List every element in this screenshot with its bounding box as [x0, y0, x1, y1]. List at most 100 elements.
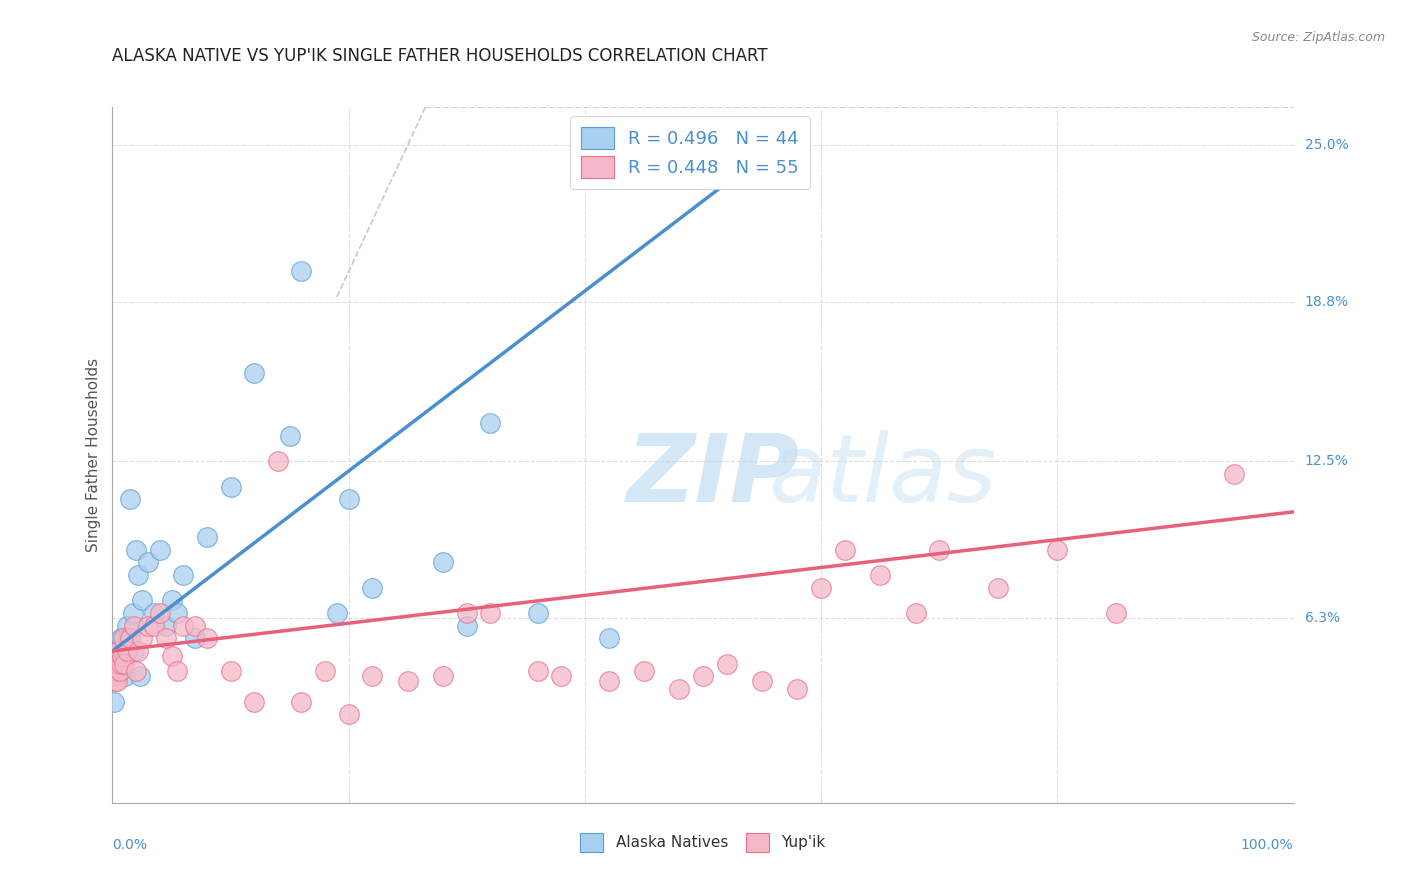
Point [172, 568, 194, 582]
Text: atlas: atlas [768, 430, 997, 521]
Point [107, 657, 129, 671]
Text: Source: ZipAtlas.com: Source: ZipAtlas.com [1251, 31, 1385, 45]
Point [131, 593, 153, 607]
Point [184, 632, 207, 646]
Text: 6.3%: 6.3% [1305, 611, 1340, 625]
Point [105, 657, 128, 671]
Point [142, 606, 165, 620]
Point [716, 657, 738, 671]
Point [107, 644, 129, 658]
Point [122, 644, 145, 658]
Point [432, 556, 454, 570]
Point [166, 606, 188, 620]
Point [110, 657, 132, 671]
Point [184, 618, 207, 632]
Point [396, 674, 419, 689]
Point [219, 479, 242, 493]
Point [166, 665, 188, 679]
Point [107, 665, 129, 679]
Point [160, 648, 183, 663]
Point [1105, 606, 1128, 620]
Point [456, 606, 478, 620]
Point [869, 568, 891, 582]
Point [479, 606, 502, 620]
Point [112, 657, 135, 671]
Point [1046, 542, 1069, 557]
Text: 25.0%: 25.0% [1305, 138, 1348, 152]
Point [526, 665, 548, 679]
Point [267, 454, 290, 468]
Point [105, 674, 128, 689]
Point [160, 593, 183, 607]
Text: 100.0%: 100.0% [1241, 838, 1294, 852]
Point [104, 674, 127, 689]
Point [751, 674, 773, 689]
Point [103, 669, 125, 683]
Point [928, 542, 950, 557]
Point [598, 632, 620, 646]
Point [128, 669, 150, 683]
Point [136, 556, 159, 570]
Point [105, 665, 128, 679]
Point [526, 606, 548, 620]
Point [107, 644, 129, 658]
Point [127, 568, 149, 582]
Point [243, 366, 266, 380]
Point [105, 657, 128, 671]
Point [112, 632, 135, 646]
Point [692, 669, 714, 683]
Point [361, 669, 384, 683]
Point [361, 581, 384, 595]
Point [131, 632, 153, 646]
Point [1223, 467, 1246, 481]
Point [479, 417, 502, 431]
Point [290, 264, 312, 278]
Text: 0.0%: 0.0% [112, 838, 148, 852]
Point [337, 707, 360, 722]
Point [104, 665, 127, 679]
Point [598, 674, 620, 689]
Point [195, 632, 218, 646]
Point [810, 581, 832, 595]
Point [456, 618, 478, 632]
Point [550, 669, 572, 683]
Point [120, 492, 142, 507]
Point [114, 669, 136, 683]
Point [117, 632, 139, 646]
Text: 12.5%: 12.5% [1305, 454, 1348, 468]
Point [668, 681, 690, 696]
Point [326, 606, 349, 620]
Point [105, 648, 128, 663]
Point [155, 618, 177, 632]
Point [834, 542, 856, 557]
Point [219, 665, 242, 679]
Legend: Alaska Natives, Yup'ik: Alaska Natives, Yup'ik [574, 827, 832, 858]
Point [115, 644, 138, 658]
Point [149, 542, 172, 557]
Text: ALASKA NATIVE VS YUP'IK SINGLE FATHER HOUSEHOLDS CORRELATION CHART: ALASKA NATIVE VS YUP'IK SINGLE FATHER HO… [112, 47, 768, 65]
Point [142, 618, 165, 632]
Point [104, 669, 127, 683]
Point [195, 530, 218, 544]
Point [314, 665, 336, 679]
Point [110, 632, 132, 646]
Point [112, 644, 135, 658]
Point [120, 632, 142, 646]
Point [136, 618, 159, 632]
Point [337, 492, 360, 507]
Text: ZIP: ZIP [626, 430, 799, 522]
Point [290, 695, 312, 709]
Point [122, 618, 145, 632]
Point [108, 644, 131, 658]
Point [112, 632, 135, 646]
Point [155, 632, 177, 646]
Point [149, 606, 172, 620]
Point [121, 606, 143, 620]
Point [125, 665, 148, 679]
Point [127, 644, 149, 658]
Point [633, 665, 655, 679]
Point [108, 665, 131, 679]
Point [115, 618, 138, 632]
Point [111, 648, 134, 663]
Point [243, 695, 266, 709]
